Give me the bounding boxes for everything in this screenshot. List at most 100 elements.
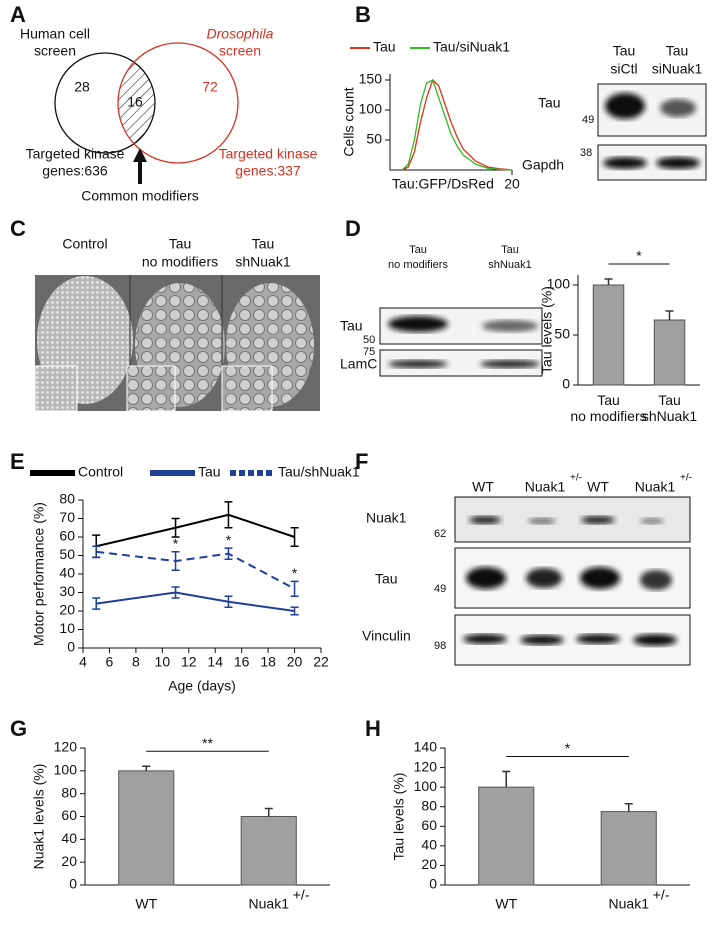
bar	[240, 816, 297, 886]
panel-letter: F	[355, 449, 368, 474]
x-tick-label: 20	[287, 654, 303, 670]
x-tick-label: 8	[132, 654, 140, 670]
error-bar	[171, 517, 180, 538]
legend-label: Tau	[198, 464, 221, 480]
y-axis-label: Nuak1 levels (%)	[31, 764, 47, 870]
blot-b: Tau siCtl Tau siNuak1 Tau 49 Gapdh 38	[522, 43, 707, 181]
venn-note: Targeted kinase	[26, 146, 125, 162]
arrow-label: Common modifiers	[81, 188, 198, 204]
row-label: Tau	[340, 318, 363, 334]
x-tick-label: Nuak1	[249, 896, 290, 912]
band	[656, 157, 700, 169]
row-label: Vinculin	[362, 628, 411, 644]
blot-f: WT Nuak1 +/- WT Nuak1 +/- Nuak1 62 Tau 4…	[362, 473, 692, 666]
error-bar	[92, 545, 101, 559]
x-tick-label: Tau shNuak1	[642, 392, 697, 424]
error-bar	[171, 586, 180, 599]
left-set	[54, 52, 156, 154]
venn-label: Human cell	[20, 26, 90, 42]
panel-letter: D	[345, 216, 361, 241]
band	[388, 316, 448, 332]
error-bar	[92, 597, 101, 610]
panel-letter: E	[10, 449, 25, 474]
legend-label: Tau	[373, 39, 396, 55]
y-tick-label: 100	[414, 778, 438, 794]
y-tick-label: 40	[59, 565, 75, 581]
panel-letter: H	[365, 716, 381, 741]
y-tick-label: 150	[359, 71, 383, 87]
column-label: shNuak1	[488, 259, 531, 271]
panel-letter: G	[10, 716, 27, 741]
column-superscript: +/-	[680, 473, 692, 484]
x-tick-superscript: +/-	[653, 887, 670, 903]
x-tick-label: 20	[504, 176, 520, 192]
band	[633, 634, 677, 646]
venn-label: screen	[219, 43, 261, 59]
band	[576, 634, 620, 644]
row-label: Tau	[538, 95, 561, 111]
x-tick-label: WT	[135, 896, 157, 912]
band	[469, 516, 501, 524]
x-tick-label: WT	[495, 896, 517, 912]
y-tick-label: 80	[421, 797, 437, 813]
band	[640, 518, 664, 524]
error-bar	[290, 606, 299, 616]
x-tick-label: Nuak1	[609, 896, 650, 912]
error-bar	[224, 547, 233, 560]
error-bar	[665, 310, 674, 320]
band	[466, 567, 506, 589]
x-tick-label: 16	[234, 654, 250, 670]
band	[580, 567, 620, 589]
column-label: Control	[62, 236, 107, 252]
y-tick-label: 50	[59, 546, 75, 562]
column-label: Nuak1	[635, 479, 676, 495]
significance: *	[173, 536, 179, 552]
band	[660, 99, 696, 117]
y-tick-label: 120	[54, 739, 78, 755]
row-label: Tau	[375, 571, 398, 587]
venn-note: Targeted kinase	[219, 146, 318, 162]
y-tick-label: 80	[61, 784, 77, 800]
column-label: Tau	[501, 244, 519, 256]
band	[480, 360, 540, 368]
marker: 62	[434, 528, 446, 540]
y-tick-label: 40	[61, 830, 77, 846]
band	[528, 518, 556, 524]
right-set	[117, 42, 239, 164]
error-bar	[290, 527, 299, 547]
legend-label: Tau/shNuak1	[278, 464, 360, 480]
y-tick-label: 20	[61, 853, 77, 869]
eye-images: Control Tau no modifiers Tau shNuak1	[34, 236, 320, 412]
band	[605, 93, 645, 119]
y-tick-label: 20	[421, 856, 437, 872]
x-tick-label: 14	[207, 654, 223, 670]
y-tick-label: 10	[59, 620, 75, 636]
y-tick-label: 70	[59, 509, 75, 525]
significance: *	[565, 740, 571, 756]
y-tick-label: 50	[366, 131, 382, 147]
venn: Human cell screen Drosophila screen 28 1…	[20, 26, 318, 204]
column-label: Tau	[409, 244, 427, 256]
y-tick-label: 60	[61, 807, 77, 823]
venn-note: genes:636	[42, 163, 108, 179]
error-bar	[502, 770, 511, 788]
marker: 50	[363, 334, 375, 346]
y-tick-label: 0	[562, 376, 570, 392]
y-tick-label: 40	[421, 837, 437, 853]
error-bar	[171, 551, 180, 572]
row-label: LamC	[340, 356, 377, 372]
column-label: Tau	[613, 43, 636, 59]
column-label: siNuak1	[652, 61, 703, 77]
y-tick-label: 120	[414, 758, 438, 774]
marker: 75	[363, 346, 375, 358]
column-label: Nuak1	[525, 479, 566, 495]
marker: 49	[582, 114, 594, 126]
series-line	[95, 513, 295, 548]
error-bar	[142, 765, 151, 771]
column-label: shNuak1	[235, 254, 290, 270]
legend-label: Tau/siNuak1	[433, 39, 510, 55]
x-tick-label: 22	[313, 654, 329, 670]
column-label: siCtl	[610, 61, 637, 77]
row-label: Nuak1	[366, 510, 407, 526]
y-axis-label: Tau levels (%)	[391, 773, 407, 861]
